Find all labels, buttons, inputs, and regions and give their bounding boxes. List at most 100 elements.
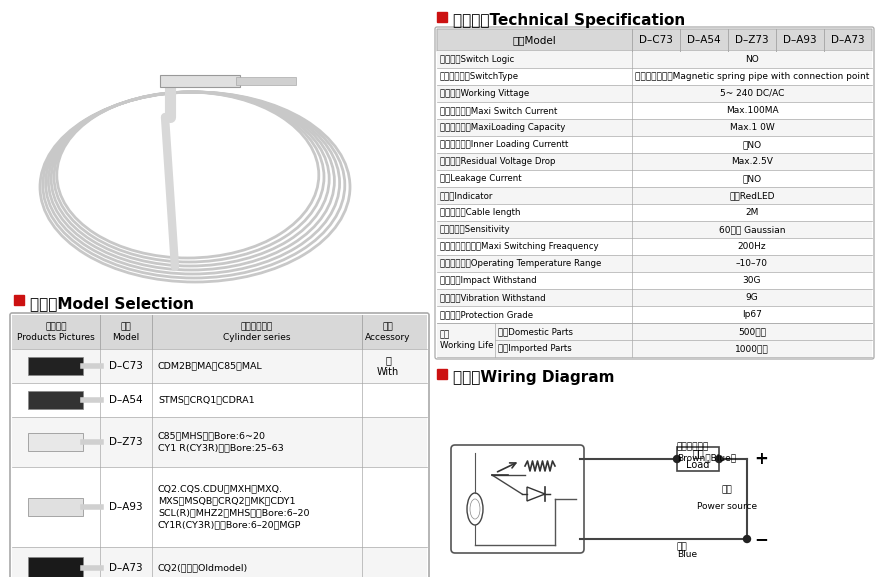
Text: 负载
Load: 负载 Load [686,448,709,470]
Bar [436,323,871,357]
Text: 进口Imported Parts: 进口Imported Parts [498,344,571,353]
Text: 耐震动性Vibration Withstand: 耐震动性Vibration Withstand [440,293,545,302]
Text: 蓝色: 蓝色 [676,542,687,551]
Text: C85、MHS缸径Bore:6~20
CY1 R(CY3R)缸径Bore:25–63: C85、MHS缸径Bore:6~20 CY1 R(CY3R)缸径Bore:25–… [158,432,284,452]
FancyBboxPatch shape [436,29,871,51]
Bar [28,557,83,577]
Bar [12,383,427,417]
Text: D–Z73: D–Z73 [734,35,768,45]
Bar [436,289,871,306]
Text: 型号
Model: 型号 Model [112,322,140,342]
Text: 60高斯 Gaussian: 60高斯 Gaussian [718,225,784,234]
Text: D–A73: D–A73 [831,35,864,45]
Text: D–C73: D–C73 [638,35,673,45]
Bar [436,170,871,187]
Circle shape [743,535,750,542]
Text: 红色RedLED: 红色RedLED [729,191,774,200]
Bar [160,75,240,87]
Text: 200Hz: 200Hz [737,242,766,251]
Text: Power source: Power source [696,502,756,511]
Text: 感应开关型式SwitchType: 感应开关型式SwitchType [440,72,519,81]
Text: –10–70: –10–70 [735,259,767,268]
Text: 技术参数Technical Specification: 技术参数Technical Specification [452,13,685,28]
Text: 最大接点容量MaxiLoading Capacity: 最大接点容量MaxiLoading Capacity [440,123,565,132]
Text: NO: NO [745,55,758,64]
Text: 适用气缸类型
Cylinder series: 适用气缸类型 Cylinder series [223,322,291,342]
Bar [235,77,296,85]
Text: D–A93: D–A93 [782,35,816,45]
Ellipse shape [470,499,479,519]
Text: 电缆线长度Cable length: 电缆线长度Cable length [440,208,520,217]
Text: Max.1 0W: Max.1 0W [729,123,774,132]
Text: 30G: 30G [742,276,760,285]
Text: D–A73: D–A73 [109,563,142,573]
Text: −: − [753,530,767,548]
Text: 有
With: 有 With [377,355,399,377]
Bar [28,433,83,451]
Bar [28,357,83,375]
Bar [14,295,24,305]
Bar [12,315,427,349]
Text: 感应灵敏度Sensitivity: 感应灵敏度Sensitivity [440,225,510,234]
Text: D–C73: D–C73 [109,361,143,371]
Text: 型号Model: 型号Model [512,35,556,45]
Text: 寿命
Working Life: 寿命 Working Life [440,330,493,350]
Text: CQ2(老款型Oldmodel): CQ2(老款型Oldmodel) [158,564,248,572]
Bar [436,102,871,119]
Text: 内部消耗电流Inner Loading Currentt: 内部消耗电流Inner Loading Currentt [440,140,568,149]
Text: 电源: 电源 [721,485,731,494]
Text: D–Z73: D–Z73 [109,437,142,447]
Circle shape [715,455,722,463]
Text: CDM2B、MA、C85、MAL: CDM2B、MA、C85、MAL [158,362,263,370]
Text: 1000万次: 1000万次 [734,344,768,353]
Text: 附件
Accessory: 附件 Accessory [365,322,410,342]
Text: Brown（Blue）: Brown（Blue） [676,453,735,462]
Text: 选型表Model Selection: 选型表Model Selection [30,296,194,311]
Text: 5~ 240 DC/AC: 5~ 240 DC/AC [719,89,783,98]
Text: 产品图例
Products Pictures: 产品图例 Products Pictures [17,322,95,342]
Bar [12,467,427,547]
Bar [436,221,871,238]
Text: 使用温度范围Operating Temperature Range: 使用温度范围Operating Temperature Range [440,259,601,268]
Bar [436,238,871,255]
Text: 无NO: 无NO [742,174,760,183]
Text: 耐冲击性Impact Withstand: 耐冲击性Impact Withstand [440,276,536,285]
Text: D–A93: D–A93 [109,502,142,512]
Text: Max.100MA: Max.100MA [725,106,777,115]
Text: 最大开关切换频率Maxi Switching Freaquency: 最大开关切换频率Maxi Switching Freaquency [440,242,598,251]
Bar [436,85,871,102]
Ellipse shape [466,493,482,525]
Text: Blue: Blue [676,550,696,559]
Bar [436,272,871,289]
Bar [436,255,871,272]
FancyBboxPatch shape [10,313,428,577]
Text: Max.2.5V: Max.2.5V [730,157,772,166]
Text: 9G: 9G [745,293,758,302]
Bar [436,369,447,379]
Bar [28,391,83,409]
Text: 残留压降Residual Voltage Drop: 残留压降Residual Voltage Drop [440,157,555,166]
Text: +: + [753,450,767,468]
Circle shape [673,455,680,463]
Bar [436,153,871,170]
Text: 2M: 2M [745,208,758,217]
Text: Ip67: Ip67 [741,310,761,319]
Text: D–A54: D–A54 [109,395,142,405]
Text: 无NO: 无NO [742,140,760,149]
Text: 防护等级Protection Grade: 防护等级Protection Grade [440,310,533,319]
Text: STMS、CRQ1、CDRA1: STMS、CRQ1、CDRA1 [158,395,255,404]
Text: 500万次: 500万次 [738,327,765,336]
Text: 使用电压Working Vittage: 使用电压Working Vittage [440,89,529,98]
Bar [436,136,871,153]
Text: 接线圈Wiring Diagram: 接线圈Wiring Diagram [452,370,614,385]
Bar [436,306,871,323]
Bar [436,51,871,68]
Text: CQ2.CQS.CDU、MXH、MXQ.
MXS、MSQB、CRQ2、MK、CDY1
SCL(R)、MHZ2、MHS缸径Bore:6–20
CY1R(CY3R): CQ2.CQS.CDU、MXH、MXQ. MXS、MSQB、CRQ2、MK、CD… [158,485,309,529]
Text: D–A54: D–A54 [687,35,720,45]
Polygon shape [527,487,544,501]
Bar [12,349,427,383]
Bar [12,417,427,467]
Bar [436,204,871,221]
Text: 最大开关电流Maxi Switch Current: 最大开关电流Maxi Switch Current [440,106,557,115]
Bar [28,498,83,516]
